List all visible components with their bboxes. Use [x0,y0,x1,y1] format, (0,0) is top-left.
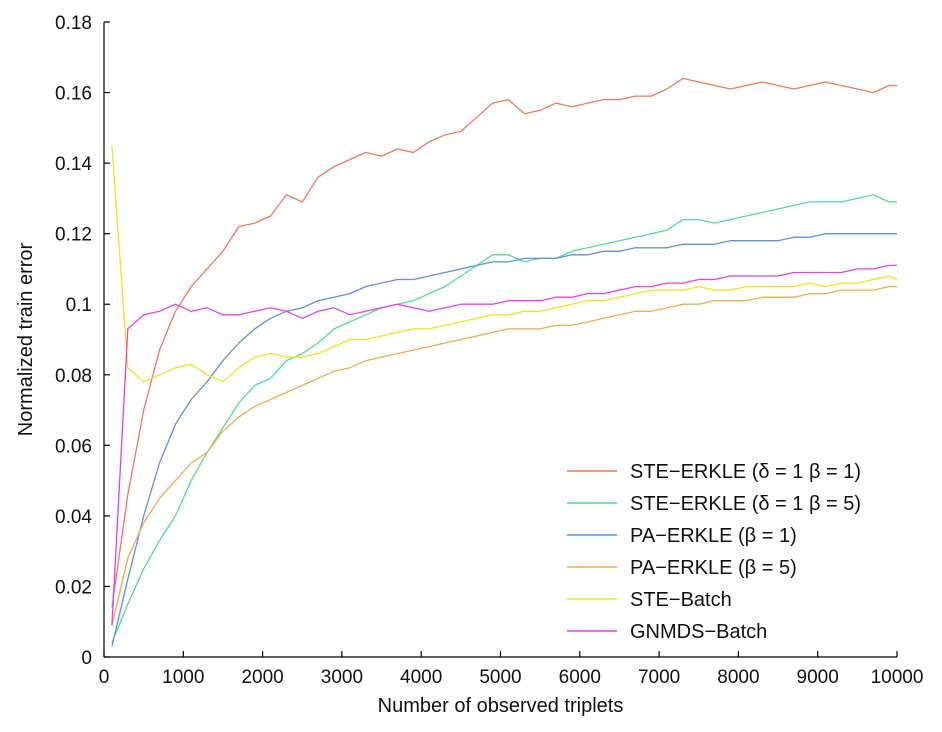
y-tick-label: 0 [81,648,92,669]
x-tick-label: 1000 [162,667,204,688]
y-tick-label: 0.16 [55,84,92,105]
y-tick-label: 0.14 [55,154,92,175]
x-ticks: 0 1000 2000 3000 4000 5000 6000 7000 8000 9000 100… [99,651,924,688]
y-axis-title: Normalized train error [15,242,37,436]
y-tick-label: 0.06 [55,436,92,457]
x-axis-title: Number of observed triplets [378,695,624,717]
y-ticks: 0 0.02 0.04 0.06 0.08 0.1 0.12 0.14 0.16 0.18 [55,13,110,669]
x-tick-label: 0 [99,667,110,688]
x-tick-label: 4000 [400,667,442,688]
x-tick-label: 2000 [241,667,283,688]
y-tick-label: 0.08 [55,366,92,387]
x-tick-label: 6000 [559,667,601,688]
legend-label: STE−ERKLE (δ = 1 β = 1) [630,461,861,483]
legend-label: PA−ERKLE (β = 1) [630,525,797,547]
x-tick-label: 9000 [797,667,839,688]
y-tick-label: 0.12 [55,225,92,246]
series-line [111,77,897,608]
y-tick-label: 0.02 [55,577,92,598]
legend-label: STE−Batch [630,589,732,611]
series-line [111,194,897,644]
y-tick-label: 0.18 [55,13,92,34]
y-tick-label: 0.1 [66,295,92,316]
legend-label: GNMDS−Batch [630,621,767,643]
series-line [111,145,898,383]
legend: STE−ERKLE (δ = 1 β = 1) STE−ERKLE (δ = 1 … [567,461,861,643]
y-tick-label: 0.04 [55,507,92,528]
legend-label: PA−ERKLE (β = 5) [630,557,797,579]
x-tick-label: 7000 [638,667,680,688]
x-tick-label: 3000 [321,667,363,688]
x-tick-label: 5000 [479,667,521,688]
series-line [111,233,897,647]
series-line [111,285,897,626]
x-tick-label: 8000 [717,667,759,688]
x-tick-label: 10000 [871,667,924,688]
series-line [111,264,897,626]
plot-series [111,77,898,647]
axes: 0 1000 2000 3000 4000 5000 6000 7000 8000 9000 100… [55,13,923,688]
legend-label: STE−ERKLE (δ = 1 β = 5) [630,493,861,515]
